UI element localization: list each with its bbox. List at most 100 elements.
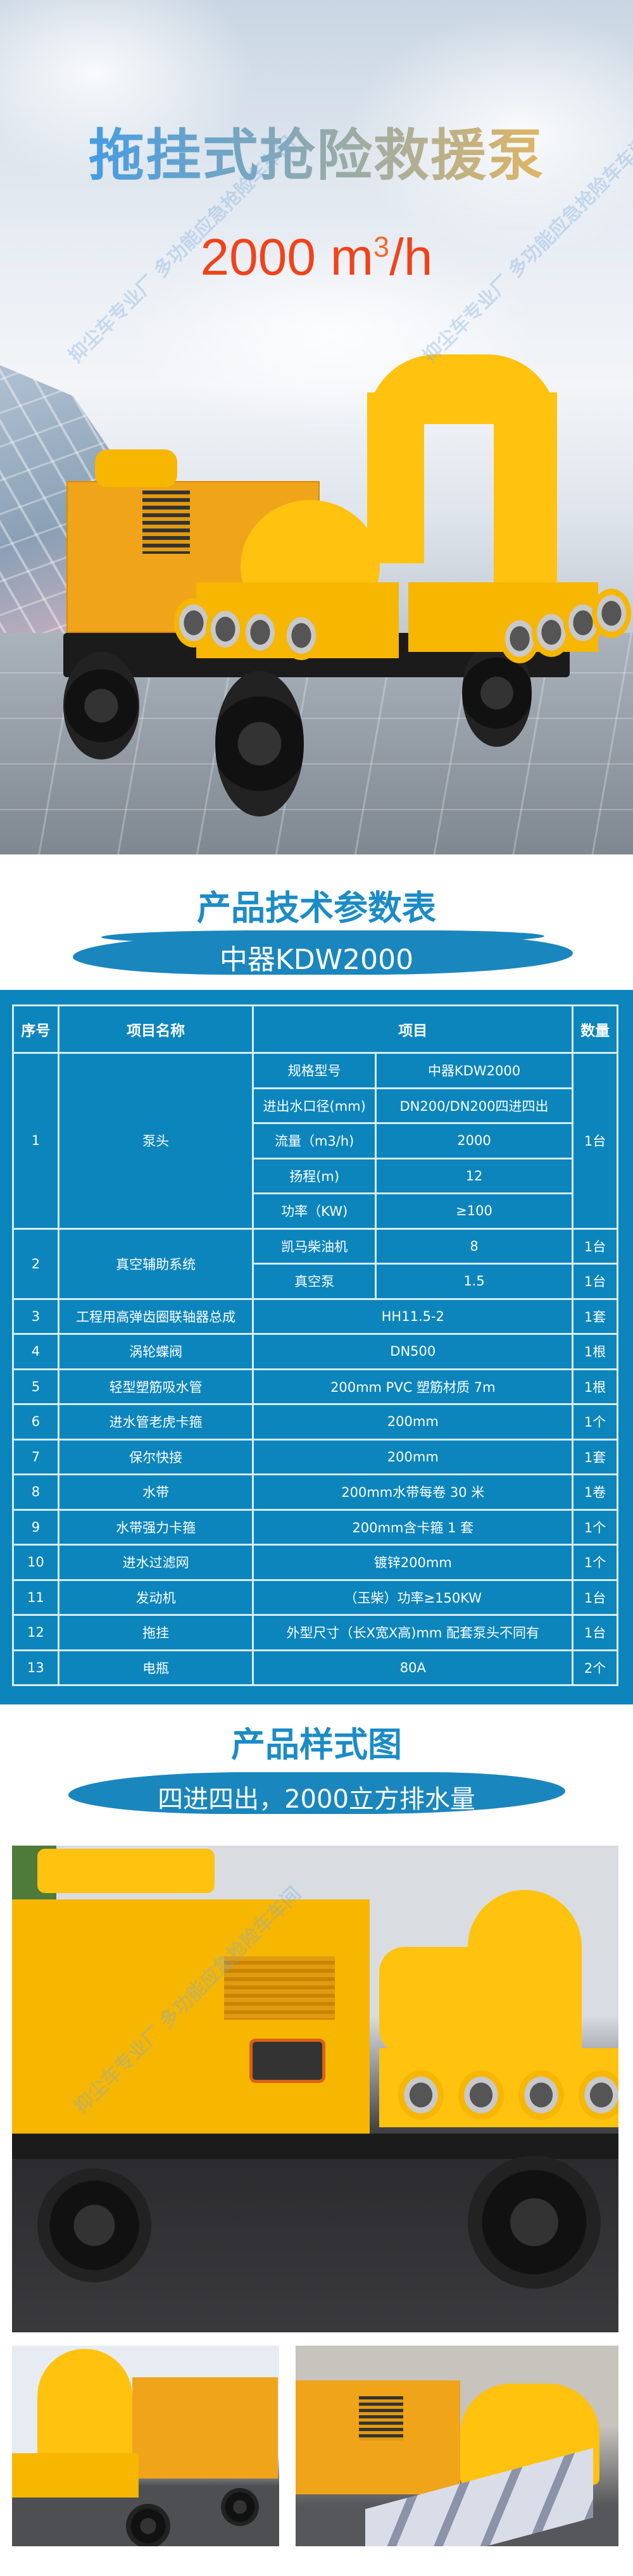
cell-name: 进水管老虎卡箍 [57,1403,254,1441]
cell-qty: 1台 [572,1227,618,1265]
cell-name: 轻型塑筋吸水管 [57,1368,254,1405]
cell-no: 5 [12,1368,60,1405]
flow-rate-heading: 2000 m3/h [200,228,433,286]
cell-sub-label: 凯马柴油机 [252,1227,377,1265]
cell-sub-label: 进出水口径(mm) [252,1087,377,1124]
table-row: 1 泵头 规格型号 中器KDW2000 1台 [12,1052,618,1230]
cell-name: 电瓶 [57,1649,254,1686]
cell-sub-value: 中器KDW2000 [374,1052,574,1089]
cell-qty: 1套 [572,1438,618,1475]
product-title: 拖挂式抢险救援泵 [0,111,633,191]
cell-name: 进水过滤网 [57,1544,254,1581]
table-row: 6 进水管老虎卡箍 200mm 1个 [12,1403,618,1441]
cell-qty: 1台 [572,1579,618,1616]
capacity-banner: 四进四出，2000立方排水量 [158,1785,475,1814]
cell-qty: 1根 [572,1333,618,1370]
table-row: 8 水带 200mm水带每卷 30 米 1卷 [12,1473,618,1511]
spec-section-title: 产品技术参数表 [197,888,436,928]
cell-no: 2 [12,1227,60,1300]
cell-qty: 2个 [572,1649,618,1686]
cell-name: 水带 [57,1473,254,1511]
hero-banner: 拖挂式抢险救援泵 2000 m3/h 抑尘车专业厂 多功能应急抢险车车间 抑尘车… [0,0,633,854]
table-header-row: 序号 项目名称 项目 数量 [12,1004,618,1054]
table-row: 9 水带强力卡箍 200mm含卡箍 1 套 1个 [12,1508,618,1546]
cell-qty: 1个 [572,1544,618,1581]
cell-no: 7 [12,1438,60,1475]
cell-no: 11 [12,1579,60,1616]
cell-spec: HH11.5-2 [252,1297,574,1335]
table-row: 功率（KW) ≥100 [13,1192,618,1230]
header-item: 项目 [252,1004,574,1054]
cell-sub-value: 8 [374,1227,574,1265]
pump-trailer-image [51,354,631,835]
style-section-title: 产品样式图 [231,1725,402,1765]
cell-spec: 200mm PVC 塑筋材质 7m [252,1368,574,1405]
header-no: 序号 [12,1004,60,1054]
cell-no: 12 [12,1614,60,1651]
spec-table: 序号 项目名称 项目 数量 1 泵头 规格型号 中器KDW2000 1台 进出水… [12,1004,618,1686]
cell-spec: DN500 [252,1333,574,1370]
cell-sub-label: 规格型号 [252,1052,377,1089]
product-photo-front [12,2346,279,2546]
cell-no: 10 [12,1544,60,1581]
product-photo-side: 抑尘车专业厂 多功能应急抢险车车间 [12,1846,618,2332]
table-row: 2 真空辅助系统 凯马柴油机 8 1台 [12,1227,618,1300]
cell-spec: 80A [252,1649,574,1686]
table-row: 3 工程用高弹齿圈联轴器总成 HH11.5-2 1套 [12,1297,618,1335]
cell-sub-value: ≥100 [374,1192,574,1230]
cell-no: 6 [12,1403,60,1441]
cell-name: 保尔快接 [57,1438,254,1475]
table-row: 流量（m3/h) 2000 [13,1122,618,1160]
cell-qty: 1个 [572,1403,618,1441]
cell-name: 工程用高弹齿圈联轴器总成 [57,1297,254,1335]
header-name: 项目名称 [57,1004,254,1054]
cell-spec: （玉柴）功率≥150KW [252,1579,574,1616]
cell-no: 8 [12,1473,60,1511]
cell-spec: 200mm含卡箍 1 套 [252,1508,574,1546]
cell-name: 拖挂 [57,1614,254,1651]
cell-sub-value: 12 [374,1157,574,1194]
brush-stroke-decoration [68,1772,565,1814]
cell-qty: 1个 [572,1508,618,1546]
cell-sub-label: 真空泵 [252,1263,377,1300]
cell-spec: 外型尺寸（长X宽X高)mm 配套泵头不同有 [252,1614,574,1651]
cell-no: 4 [12,1333,60,1370]
model-banner: 中器KDW2000 [219,944,414,976]
cell-spec: 200mm [252,1403,574,1441]
cell-no: 3 [12,1297,60,1335]
cell-sub-label: 扬程(m) [252,1157,377,1194]
cell-no: 1 [12,1052,60,1230]
cell-qty: 1台 [572,1614,618,1651]
cell-sub-value: 1.5 [374,1263,574,1300]
table-row: 13 电瓶 80A 2个 [12,1649,618,1686]
table-row: 10 进水过滤网 镀锌200mm 1个 [12,1544,618,1581]
cell-spec: 200mm [252,1438,574,1475]
cell-no: 13 [12,1649,60,1686]
cell-name: 涡轮蝶阀 [57,1333,254,1370]
cell-sub-label: 流量（m3/h) [252,1122,377,1160]
cell-qty: 1卷 [572,1473,618,1511]
cell-qty: 1根 [572,1368,618,1405]
table-row: 12 拖挂 外型尺寸（长X宽X高)mm 配套泵头不同有 1台 [12,1614,618,1651]
table-row: 真空泵 1.5 1台 [13,1263,618,1300]
cell-qty: 1台 [572,1052,618,1230]
header-qty: 数量 [572,1004,618,1054]
cell-name: 泵头 [57,1052,254,1230]
table-row: 扬程(m) 12 [13,1157,618,1194]
table-row: 5 轻型塑筋吸水管 200mm PVC 塑筋材质 7m 1根 [12,1368,618,1405]
product-photo-hoses [296,2346,618,2546]
cell-qty: 1台 [572,1263,618,1300]
table-row: 11 发动机 （玉柴）功率≥150KW 1台 [12,1579,618,1616]
cell-qty: 1套 [572,1297,618,1335]
cell-name: 真空辅助系统 [57,1227,254,1300]
table-row: 7 保尔快接 200mm 1套 [12,1438,618,1475]
table-row: 4 涡轮蝶阀 DN500 1根 [12,1333,618,1370]
cell-sub-value: 2000 [374,1122,574,1160]
cell-no: 9 [12,1508,60,1546]
cell-sub-value: DN200/DN200四进四出 [374,1087,574,1124]
table-row: 进出水口径(mm) DN200/DN200四进四出 [13,1087,618,1124]
cell-spec: 镀锌200mm [252,1544,574,1581]
spec-table-panel: 序号 项目名称 项目 数量 1 泵头 规格型号 中器KDW2000 1台 进出水… [0,990,633,1704]
cell-name: 水带强力卡箍 [57,1508,254,1546]
cell-spec: 200mm水带每卷 30 米 [252,1473,574,1511]
